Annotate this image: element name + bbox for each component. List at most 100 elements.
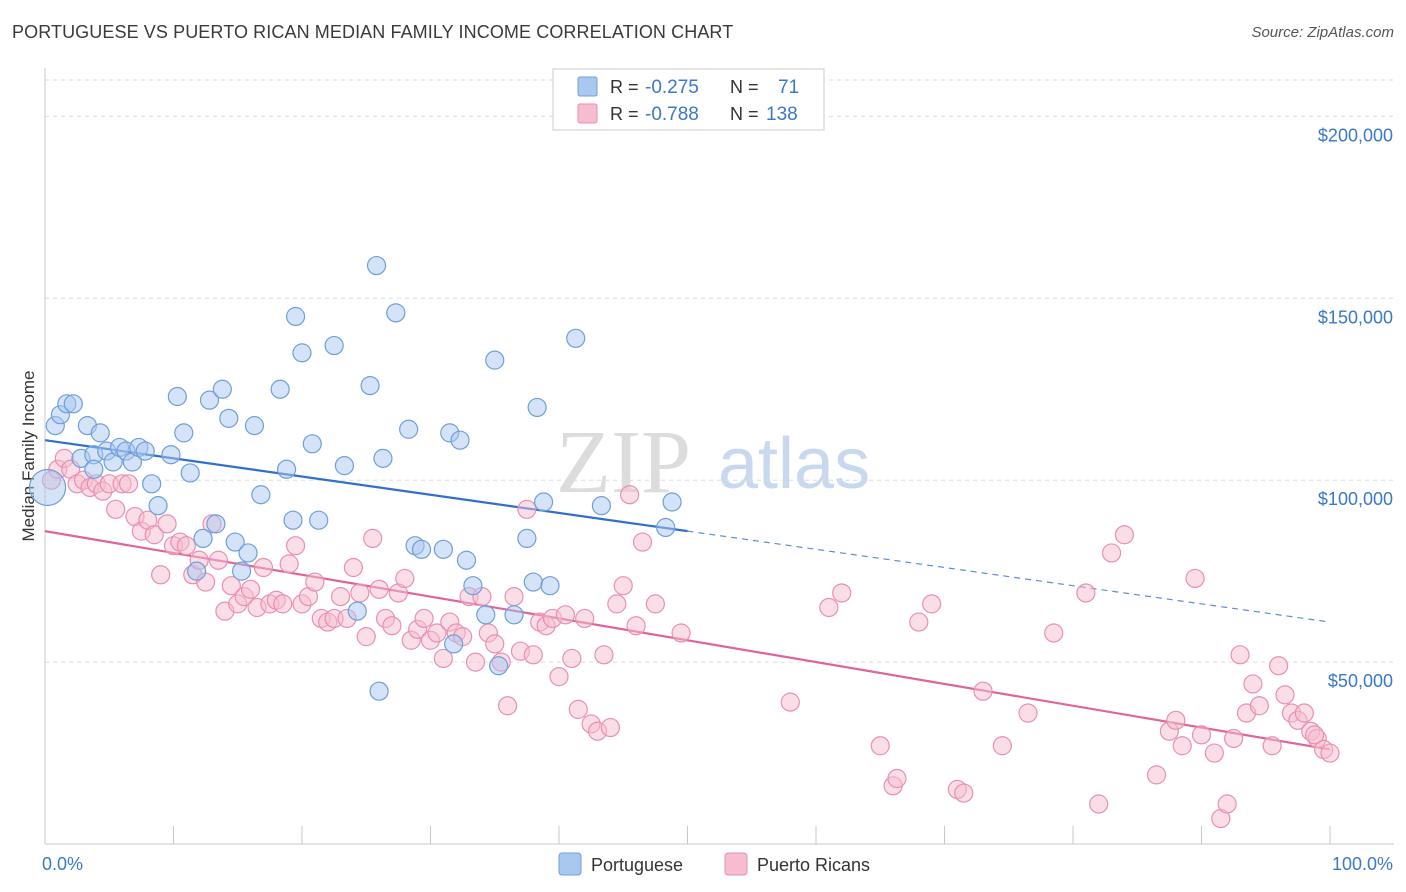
portuguese-point [369,681,389,701]
legend-n-value-portuguese: 71 [778,77,799,98]
puerto-rican-point [305,572,325,592]
series-legend: Portuguese Puerto Ricans [558,852,870,876]
puerto-rican-point [1044,623,1064,643]
portuguese-point [142,474,162,494]
portuguese-trend-extension [687,530,1331,623]
puerto-rican-point [992,736,1012,756]
x-tick-label: 100.0% [1332,854,1393,874]
portuguese-point [174,423,194,443]
portuguese-point [244,416,265,436]
puerto-rican-point [427,623,447,643]
puerto-rican-point [1294,703,1314,723]
puerto-rican-point [1268,656,1289,676]
portuguese-point [489,656,509,676]
portuguese-point [334,456,355,476]
puerto-rican-point [465,652,486,672]
puerto-rican-point [1166,710,1186,730]
portuguese-point [225,532,245,552]
puerto-rican-point [1224,728,1244,749]
puerto-rican-point [221,576,241,596]
legend-n-label-portuguese: N = [730,77,759,97]
portuguese-point [193,528,213,549]
puerto-rican-point [632,532,653,552]
puerto-rican-point [568,699,588,719]
puerto-rican-point [285,536,306,556]
portuguese-point [533,492,554,512]
y-axis-title: Median Family Income [19,370,38,541]
puerto-rican-point [350,583,370,603]
portuguese-point [411,539,432,559]
puerto-rican-point [870,736,890,756]
portuguese-point [517,528,537,549]
portuguese-point [219,408,239,428]
puerto-rican-point [620,485,640,505]
portuguese-point [662,492,682,512]
portuguese-point [504,605,524,625]
puerto-rican-point [922,594,942,614]
portuguese-point [656,517,676,538]
series-legend-label-portuguese: Portuguese [591,855,683,875]
puerto-rican-point [1101,543,1122,563]
legend-n-label-puerto-ricans: N = [730,104,759,124]
portuguese-point [540,576,560,596]
portuguese-point [456,550,477,570]
portuguese-point [302,434,322,454]
portuguese-point [148,496,168,516]
puerto-rican-point [253,557,274,578]
puerto-rican-point [626,616,646,636]
portuguese-point [251,485,271,505]
portuguese-point [135,441,155,461]
portuguese-point [485,350,505,370]
portuguese-point [566,328,586,348]
legend-n-value-puerto-ricans: 138 [766,104,798,125]
axes [44,68,1394,845]
puerto-rican-point [1217,794,1237,814]
puerto-rican-point [575,608,595,629]
portuguese-point [180,463,200,483]
puerto-rican-point [1185,568,1205,589]
portuguese-point [28,468,67,507]
puerto-rican-point [600,717,621,738]
puerto-rican-point [607,594,627,614]
portuguese-point [463,576,483,596]
portuguese-point [238,543,258,563]
puerto-rican-point [780,692,800,712]
portuguese-point [527,397,547,418]
portuguese-point [347,601,367,621]
portuguese-point [476,605,496,625]
watermark-atlas: atlas [718,424,870,504]
legend-swatch-puerto-ricans [577,103,598,124]
portuguese-point [63,394,83,414]
portuguese-point [591,496,612,516]
puerto-rican-point [343,557,363,578]
puerto-rican-point [414,608,434,629]
puerto-rican-point [1204,743,1224,763]
portuguese-point [199,390,220,410]
puerto-rican-point [106,499,126,519]
puerto-rican-point [144,525,164,545]
puerto-rican-point [1114,525,1135,545]
portuguese-point [523,572,543,592]
y-tick-label: $100,000 [1318,489,1393,509]
puerto-rican-point [241,579,261,599]
puerto-rican-point [517,499,537,519]
portuguese-point [450,430,470,450]
portuguese-point [285,306,306,327]
puerto-rican-point [1146,765,1167,785]
puerto-rican-point [433,648,453,669]
portuguese-point [187,561,207,581]
portuguese-point [399,419,419,439]
puerto-rican-point [118,474,139,494]
legend-r-value-puerto-ricans: -0.788 [645,104,699,125]
puerto-rican-point [157,514,177,534]
puerto-rican-point [356,627,376,647]
puerto-rican-point [1262,736,1282,756]
source-credit: Source: ZipAtlas.com [1251,24,1394,41]
portuguese-point [84,459,104,479]
puerto-rican-point [504,587,524,607]
portuguese-point [386,303,406,323]
portuguese-point [433,539,453,559]
correlation-legend: R = -0.275 N = 71 R = -0.788 N = 138 [552,68,825,131]
y-tick-label: $200,000 [1318,125,1393,145]
